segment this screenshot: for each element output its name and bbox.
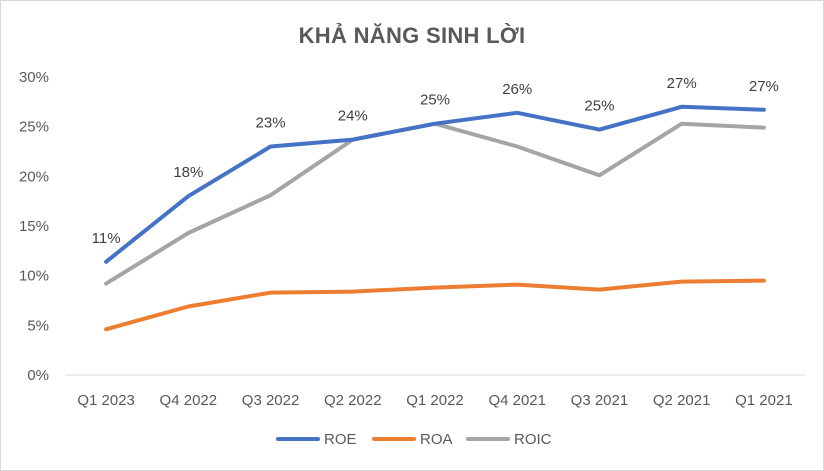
x-tick-label: Q1 2023	[77, 392, 135, 409]
chart-title: KHẢ NĂNG SINH LỜI	[298, 23, 526, 48]
y-tick-label: 10%	[19, 268, 49, 285]
data-label-roe: 27%	[749, 78, 779, 95]
data-label-roe: 27%	[667, 75, 697, 92]
data-label-roe: 25%	[584, 98, 614, 115]
y-tick-label: 20%	[19, 168, 49, 185]
series-line-roic	[104, 121, 766, 286]
x-tick-label: Q3 2022	[242, 392, 300, 409]
data-label-roe: 24%	[338, 108, 368, 125]
data-label-roe: 26%	[502, 81, 532, 98]
x-tick-label: Q2 2021	[653, 392, 711, 409]
data-label-roe: 23%	[256, 115, 286, 132]
x-tick-label: Q4 2022	[160, 392, 218, 409]
y-tick-label: 0%	[27, 367, 49, 384]
x-tick-label: Q1 2022	[406, 392, 464, 409]
y-tick-label: 15%	[19, 218, 49, 235]
x-tick-label: Q3 2021	[571, 392, 629, 409]
series-line-roe	[104, 104, 766, 264]
y-tick-label: 25%	[19, 119, 49, 136]
legend-label-roic: ROIC	[514, 431, 552, 448]
legend-label-roa: ROA	[420, 431, 453, 448]
x-tick-label: Q4 2021	[488, 392, 546, 409]
x-tick-label: Q1 2021	[735, 392, 793, 409]
legend-label-roe: ROE	[324, 431, 357, 448]
data-label-roe: 18%	[173, 164, 203, 181]
series-line-roa	[104, 278, 766, 332]
data-label-roe: 25%	[420, 92, 450, 109]
y-tick-label: 5%	[27, 317, 49, 334]
x-tick-label: Q2 2022	[324, 392, 382, 409]
y-tick-label: 30%	[19, 69, 49, 86]
data-label-roe: 11%	[92, 230, 121, 247]
